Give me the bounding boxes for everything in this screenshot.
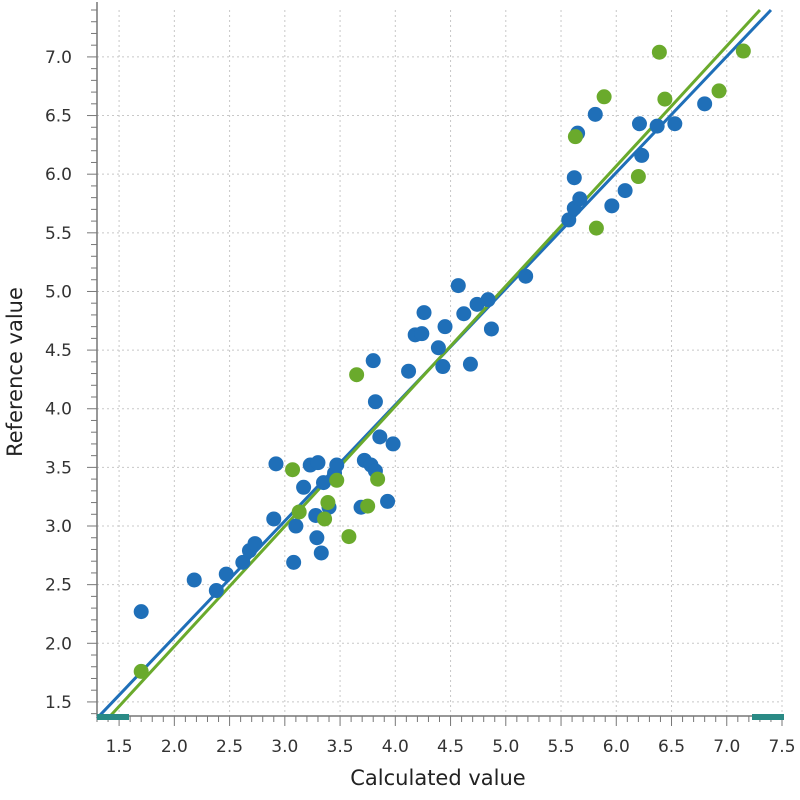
data-point xyxy=(480,292,496,308)
data-point xyxy=(561,212,577,228)
x-tick-label: 7.0 xyxy=(713,737,740,757)
data-point xyxy=(588,220,604,236)
data-point xyxy=(186,572,202,588)
data-point xyxy=(329,472,345,488)
x-range-handle-right xyxy=(752,714,784,720)
y-axis-title: Reference value xyxy=(3,287,27,457)
data-point xyxy=(310,455,326,471)
data-point xyxy=(208,583,224,599)
data-point xyxy=(604,198,620,214)
x-tick-label: 5.0 xyxy=(492,737,519,757)
data-point xyxy=(365,353,381,369)
x-tick-label: 3.0 xyxy=(271,737,298,757)
data-point xyxy=(414,326,430,342)
y-tick-label: 1.5 xyxy=(45,693,72,713)
data-point xyxy=(518,268,534,284)
data-point xyxy=(235,554,251,570)
data-point xyxy=(341,529,357,545)
data-point xyxy=(483,321,499,337)
data-point xyxy=(631,116,647,132)
data-point xyxy=(649,118,665,134)
data-point xyxy=(266,511,282,527)
data-point xyxy=(630,169,646,185)
x-tick-label: 4.5 xyxy=(437,737,464,757)
data-point xyxy=(385,436,401,452)
data-point xyxy=(617,183,633,199)
axes xyxy=(87,2,784,726)
data-points xyxy=(133,43,751,679)
data-point xyxy=(401,363,417,379)
data-point xyxy=(247,536,263,552)
data-point xyxy=(349,367,365,383)
x-axis-title: Calculated value xyxy=(350,766,525,790)
x-tick-label: 7.5 xyxy=(768,737,795,757)
y-tick-label: 6.0 xyxy=(45,165,72,185)
data-point xyxy=(268,456,284,472)
data-point xyxy=(315,475,331,491)
data-point xyxy=(462,356,478,372)
data-point xyxy=(372,429,388,445)
data-point xyxy=(317,511,333,527)
data-point xyxy=(651,44,667,60)
y-tick-label: 4.0 xyxy=(45,400,72,420)
data-point xyxy=(133,604,149,620)
y-tick-label: 3.5 xyxy=(45,458,72,478)
data-point xyxy=(380,493,396,509)
tick-labels: 1.5 2.0 2.5 3.0 3.5 4.0 4.5 5.0 5.5 6.0 6.5 7.0 7.5 1… xyxy=(45,48,796,757)
gridlines xyxy=(97,10,783,716)
data-point xyxy=(450,278,466,294)
y-tick-label: 4.5 xyxy=(45,341,72,361)
y-tick-label: 5.5 xyxy=(45,224,72,244)
x-tick-label: 3.5 xyxy=(327,737,354,757)
x-tick-label: 6.5 xyxy=(658,737,685,757)
data-point xyxy=(218,566,234,582)
y-tick-label: 2.0 xyxy=(45,634,72,654)
data-point xyxy=(566,170,582,186)
data-point xyxy=(416,305,432,321)
data-point xyxy=(596,89,612,105)
data-point xyxy=(437,319,453,335)
x-tick-label: 5.5 xyxy=(548,737,575,757)
data-point xyxy=(367,394,383,410)
data-point xyxy=(711,83,727,99)
data-point xyxy=(430,340,446,356)
data-point xyxy=(329,457,345,473)
data-point xyxy=(456,306,472,322)
data-point xyxy=(291,504,307,520)
y-tick-label: 7.0 xyxy=(45,48,72,68)
x-tick-label: 4.0 xyxy=(382,737,409,757)
data-point xyxy=(634,147,650,163)
data-point xyxy=(567,129,583,145)
x-tick-label: 2.5 xyxy=(216,737,243,757)
data-point xyxy=(735,43,751,59)
data-point xyxy=(657,91,673,107)
y-tick-label: 5.0 xyxy=(45,282,72,302)
data-point xyxy=(370,471,386,487)
data-point xyxy=(587,106,603,122)
data-point xyxy=(286,554,302,570)
data-point xyxy=(313,545,329,561)
data-point xyxy=(360,498,376,514)
data-point xyxy=(288,518,304,534)
data-point xyxy=(572,191,588,207)
data-point xyxy=(667,116,683,132)
y-tick-label: 6.5 xyxy=(45,107,72,127)
data-point xyxy=(697,96,713,112)
x-tick-label: 2.0 xyxy=(161,737,188,757)
data-point xyxy=(435,359,451,375)
x-range-handle-left xyxy=(97,714,129,720)
y-tick-label: 3.0 xyxy=(45,517,72,537)
y-tick-label: 2.5 xyxy=(45,576,72,596)
data-point xyxy=(285,462,301,478)
data-point xyxy=(309,530,325,546)
x-tick-label: 1.5 xyxy=(106,737,133,757)
x-tick-label: 6.0 xyxy=(603,737,630,757)
data-point xyxy=(296,479,312,495)
data-point xyxy=(320,495,336,511)
data-point xyxy=(133,663,149,679)
